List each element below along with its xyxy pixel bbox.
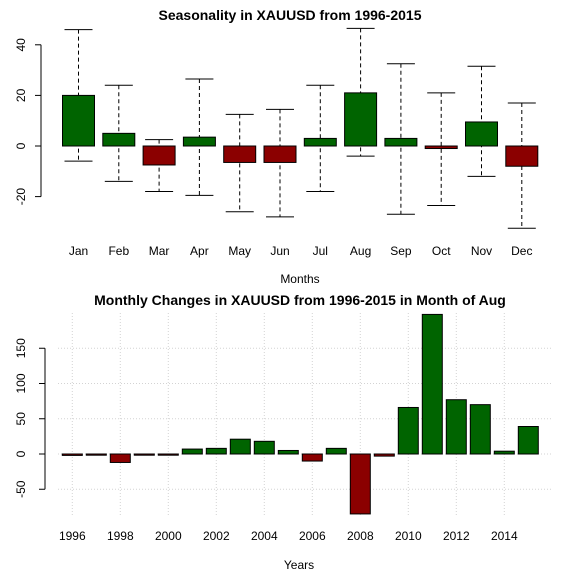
chart1-bar-sep [384,137,418,147]
chart2-title: Monthly Changes in XAUUSD from 1996-2015… [94,292,506,308]
chart2-x-tick-label: 1996 [59,529,86,543]
chart2-y-tick-label: 50 [14,412,28,426]
chart1-x-tick-label: Dec [511,244,532,258]
chart2-y-tick-label: -50 [14,480,28,498]
chart2-bar-1996 [61,453,83,456]
chart2-x-tick-label: 2004 [251,529,278,543]
chart2-bar-2015 [517,426,539,455]
chart2-x-tick-label: 2012 [443,529,470,543]
chart1-x-tick-label: Oct [432,244,451,258]
chart2-bar-2006 [301,453,323,462]
chart2-y-tick-label: 0 [14,450,28,457]
chart2-bar-1998 [109,453,131,463]
chart1-bar-aug [344,92,378,147]
chart2-bar-2000 [157,453,179,456]
chart2-bar-2011 [421,313,443,455]
chart1-x-tick-label: Mar [149,244,170,258]
chart1-bar-apr [182,136,216,147]
chart1-bar-jul [303,137,337,147]
chart1-bar-may [223,145,257,163]
chart1-x-tick-label: May [228,244,251,258]
chart1-bar-jun [263,145,297,163]
chart1-y-tick-label: -20 [14,188,28,206]
chart2-bar-2010 [397,406,419,455]
chart2-bar-1997 [85,453,107,456]
chart1-y-tick-label: 0 [14,142,28,149]
chart2-x-tick-label: 2002 [203,529,230,543]
chart2-x-tick-label: 2014 [491,529,518,543]
chart2-bar-2005 [277,449,299,455]
chart1-y-tick-label: 20 [14,88,28,102]
chart2-bar-2013 [469,404,491,455]
chart2-y-tick-label: 100 [14,373,28,393]
chart2-bar-2007 [325,447,347,455]
chart1-x-tick-label: Sep [390,244,412,258]
chart1-bar-oct [424,145,458,150]
chart2-bar-2008 [349,453,371,515]
chart2-bar-2009 [373,453,395,457]
chart1-x-tick-label: Jul [313,244,328,258]
chart1-y-tick-label: 40 [14,38,28,52]
chart2-bar-2014 [493,450,515,455]
chart1-title: Seasonality in XAUUSD from 1996-2015 [159,7,422,23]
chart1-x-tick-label: Jun [270,244,289,258]
chart2-x-tick-label: 2008 [347,529,374,543]
chart1-x-tick-label: Feb [108,244,129,258]
chart2-bar-1999 [133,453,155,456]
chart1-xlabel: Months [280,272,319,286]
chart1-bar-feb [102,132,136,147]
chart2-y-tick-label: 150 [14,338,28,358]
chart2-x-tick-label: 1998 [107,529,134,543]
chart2-x-tick-label: 2006 [299,529,326,543]
chart2-bar-2004 [253,440,275,455]
chart1-x-tick-label: Aug [350,244,371,258]
chart1-bar-dec [505,145,539,167]
chart1-bar-nov [465,121,498,147]
chart1-x-tick-label: Nov [471,244,492,258]
chart1-bar-mar [142,145,176,166]
chart1-x-tick-label: Apr [190,244,209,258]
chart2-bar-2002 [205,447,227,455]
chart1-x-tick-label: Jan [69,244,88,258]
chart2-bar-2001 [181,448,203,455]
chart2-x-tick-label: 2010 [395,529,422,543]
chart2-bar-2012 [445,399,467,455]
chart2-x-tick-label: 2000 [155,529,182,543]
chart2-xlabel: Years [284,558,314,571]
chart1-bar-jan [62,94,95,147]
chart2-bar-2003 [229,438,251,455]
